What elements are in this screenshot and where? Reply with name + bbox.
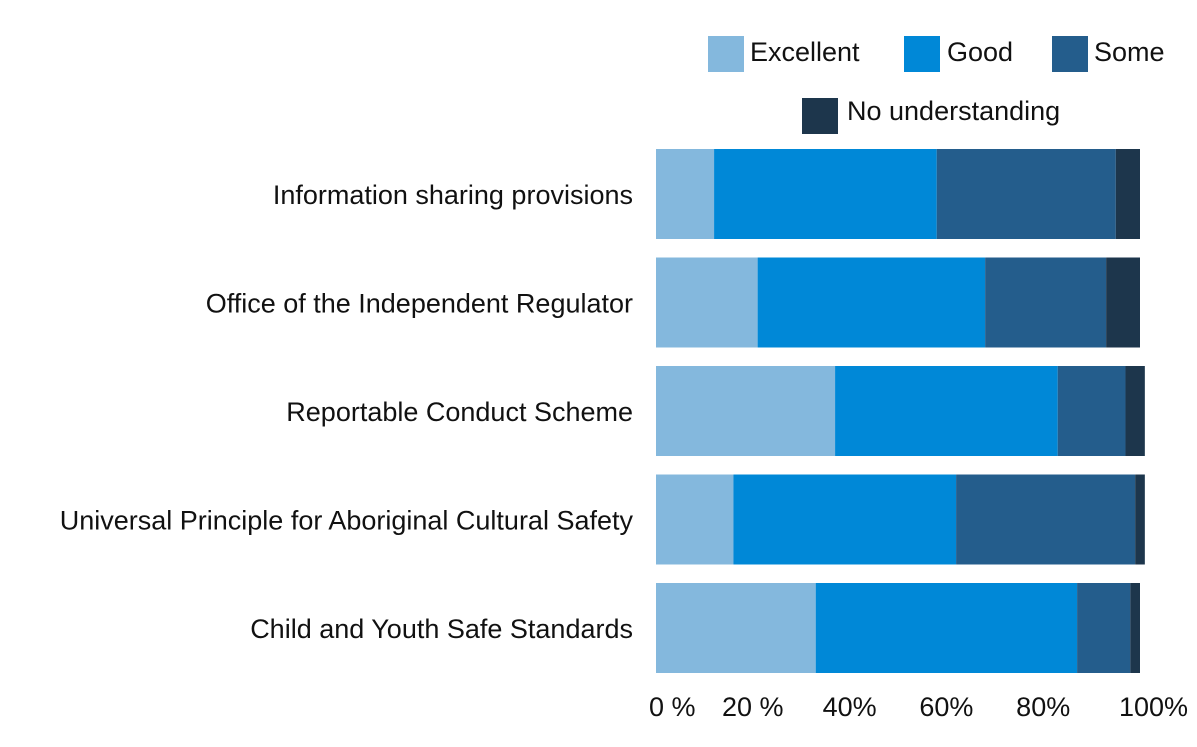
x-tick-label-1: 20 % — [722, 692, 784, 722]
bar-segment-excellent-3 — [656, 366, 836, 456]
bar-segment-some-5 — [1077, 583, 1131, 673]
legend-swatch-good — [904, 36, 940, 72]
legend-swatch-excellent — [708, 36, 744, 72]
bar-segment-excellent-1 — [656, 149, 715, 239]
bar-segment-no-understanding-2 — [1106, 257, 1140, 348]
category-label-1: Information sharing provisions — [273, 180, 633, 210]
legend-swatch-no-understanding — [802, 98, 838, 134]
legend-label-some: Some — [1094, 37, 1165, 67]
bar-segment-excellent-4 — [656, 474, 734, 565]
legend-label-good: Good — [947, 37, 1013, 67]
bar-segment-some-3 — [1057, 366, 1126, 456]
legend-swatch-some — [1052, 36, 1088, 72]
bar-segment-some-2 — [985, 257, 1107, 348]
bar-segment-good-2 — [757, 257, 986, 348]
bar-segment-good-4 — [733, 474, 957, 565]
category-label-2: Office of the Independent Regulator — [206, 289, 633, 319]
bar-segment-no-understanding-4 — [1135, 474, 1145, 565]
bar-segment-excellent-2 — [656, 257, 758, 348]
x-tick-label-0: 0 % — [649, 692, 696, 722]
category-label-4: Universal Principle for Aboriginal Cultu… — [60, 506, 634, 536]
bar-segment-no-understanding-3 — [1125, 366, 1145, 456]
bar-segment-some-1 — [936, 149, 1116, 239]
bar-segment-good-3 — [835, 366, 1058, 456]
bar-segment-some-4 — [956, 474, 1136, 565]
legend-label-no-understanding: No understanding — [847, 96, 1060, 126]
bar-segment-excellent-5 — [656, 583, 816, 673]
bar-segment-no-understanding-5 — [1130, 583, 1140, 673]
x-tick-label-4: 80% — [1016, 692, 1070, 722]
bar-segment-good-1 — [714, 149, 937, 239]
bar-segment-good-5 — [815, 583, 1078, 673]
category-labels: Information sharing provisions Office of … — [60, 180, 634, 644]
legend: Excellent Good Some No understanding — [708, 36, 1165, 134]
bar-segment-no-understanding-1 — [1115, 149, 1140, 239]
category-label-5: Child and Youth Safe Standards — [250, 614, 633, 644]
legend-label-excellent: Excellent — [750, 37, 860, 67]
category-label-3: Reportable Conduct Scheme — [286, 397, 633, 427]
x-tick-label-2: 40% — [823, 692, 877, 722]
x-axis-ticks: 0 % 20 % 40% 60% 80% 100% — [649, 692, 1188, 722]
x-tick-label-5: 100% — [1119, 692, 1188, 722]
x-tick-label-3: 60% — [919, 692, 973, 722]
bars — [656, 149, 1145, 673]
